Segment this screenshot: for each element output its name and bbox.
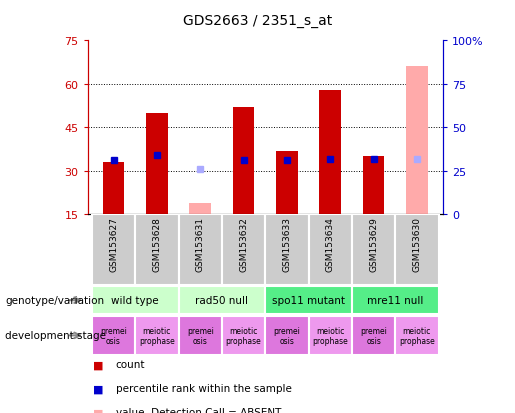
Bar	[179, 316, 222, 355]
Bar	[233, 108, 254, 215]
Text: GSM153632: GSM153632	[239, 217, 248, 272]
Text: percentile rank within the sample: percentile rank within the sample	[116, 383, 292, 393]
Text: GDS2663 / 2351_s_at: GDS2663 / 2351_s_at	[183, 14, 332, 28]
Bar	[146, 114, 168, 215]
Text: GSM153629: GSM153629	[369, 217, 378, 272]
Bar	[308, 215, 352, 285]
Text: premei
osis: premei osis	[100, 326, 127, 345]
Bar	[395, 215, 439, 285]
Bar	[92, 215, 135, 285]
Bar	[92, 286, 179, 315]
Bar	[135, 215, 179, 285]
Text: GSM153627: GSM153627	[109, 217, 118, 272]
Text: premei
osis: premei osis	[187, 326, 214, 345]
Text: spo11 mutant: spo11 mutant	[272, 295, 345, 306]
Bar	[352, 316, 395, 355]
Bar	[135, 316, 179, 355]
Text: GSM153633: GSM153633	[282, 217, 291, 272]
Bar	[179, 215, 222, 285]
Bar	[352, 286, 439, 315]
Text: rad50 null: rad50 null	[195, 295, 248, 306]
Text: value, Detection Call = ABSENT: value, Detection Call = ABSENT	[116, 407, 281, 413]
Text: mre11 null: mre11 null	[367, 295, 423, 306]
Text: meiotic
prophase: meiotic prophase	[399, 326, 435, 345]
Text: GSM153628: GSM153628	[152, 217, 161, 272]
Bar	[222, 215, 265, 285]
Text: GSM153631: GSM153631	[196, 217, 205, 272]
Text: ■: ■	[93, 407, 103, 413]
Bar	[395, 316, 439, 355]
Bar	[319, 90, 341, 215]
Bar	[265, 215, 308, 285]
Text: ■: ■	[93, 383, 103, 393]
Text: premei
osis: premei osis	[273, 326, 300, 345]
Text: meiotic
prophase: meiotic prophase	[226, 326, 262, 345]
Text: development stage: development stage	[5, 330, 106, 341]
Bar	[406, 67, 428, 215]
Text: meiotic
prophase: meiotic prophase	[313, 326, 348, 345]
Bar	[363, 157, 384, 215]
Text: premei
osis: premei osis	[360, 326, 387, 345]
Bar	[179, 286, 265, 315]
Bar	[276, 151, 298, 215]
Text: meiotic
prophase: meiotic prophase	[139, 326, 175, 345]
Bar	[102, 163, 125, 215]
Bar	[265, 286, 352, 315]
Bar	[352, 215, 395, 285]
Bar	[308, 316, 352, 355]
Bar	[265, 316, 308, 355]
Text: GSM153630: GSM153630	[413, 217, 421, 272]
Text: ■: ■	[93, 359, 103, 369]
Text: wild type: wild type	[111, 295, 159, 306]
Text: count: count	[116, 359, 145, 369]
Bar	[92, 316, 135, 355]
Text: GSM153634: GSM153634	[325, 217, 335, 272]
Bar	[190, 203, 211, 215]
Text: genotype/variation: genotype/variation	[5, 295, 104, 306]
Bar	[222, 316, 265, 355]
